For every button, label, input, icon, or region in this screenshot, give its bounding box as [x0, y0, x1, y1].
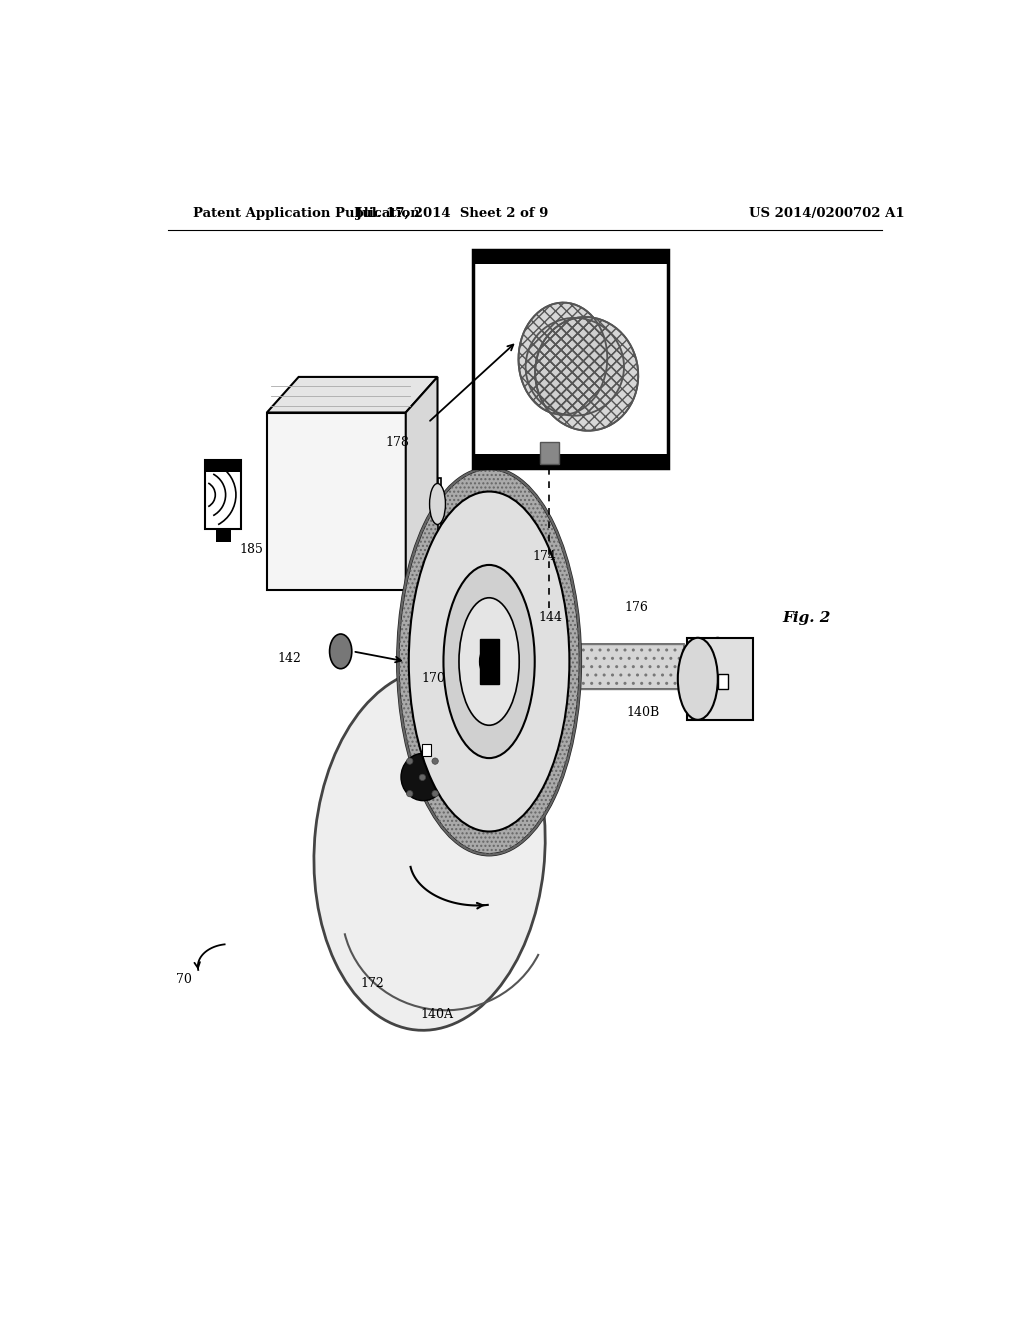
Bar: [687, 638, 754, 719]
Ellipse shape: [525, 318, 624, 416]
Text: US 2014/0200702 A1: US 2014/0200702 A1: [749, 207, 904, 220]
Bar: [718, 673, 728, 689]
Bar: [540, 442, 559, 465]
Text: 142: 142: [278, 652, 301, 665]
Ellipse shape: [407, 758, 413, 764]
Ellipse shape: [536, 317, 638, 430]
Text: 178: 178: [386, 437, 410, 450]
Ellipse shape: [407, 791, 413, 797]
Bar: [581, 644, 684, 689]
Bar: [479, 639, 499, 684]
Ellipse shape: [409, 491, 569, 832]
Ellipse shape: [678, 638, 718, 719]
Bar: [473, 454, 668, 469]
Text: 140A: 140A: [420, 1007, 453, 1020]
Text: 185: 185: [240, 544, 263, 556]
Text: Jul. 17, 2014  Sheet 2 of 9: Jul. 17, 2014 Sheet 2 of 9: [355, 207, 548, 220]
Ellipse shape: [479, 645, 499, 677]
Bar: [581, 644, 684, 689]
Ellipse shape: [430, 483, 445, 524]
Ellipse shape: [432, 791, 438, 797]
Bar: [205, 461, 242, 473]
Text: Patent Application Publication: Patent Application Publication: [194, 207, 420, 220]
Bar: [216, 529, 230, 541]
Polygon shape: [406, 378, 437, 590]
Ellipse shape: [330, 634, 352, 669]
Text: 174: 174: [532, 550, 557, 564]
Ellipse shape: [397, 469, 581, 854]
Bar: [267, 413, 406, 590]
Text: 144: 144: [539, 611, 562, 624]
Ellipse shape: [419, 775, 426, 780]
Bar: [205, 461, 242, 529]
Bar: [422, 744, 431, 756]
Polygon shape: [267, 378, 437, 412]
Ellipse shape: [518, 302, 607, 414]
Bar: [473, 249, 668, 469]
Text: 172: 172: [360, 977, 384, 990]
Text: 140B: 140B: [627, 706, 659, 719]
Text: 176: 176: [625, 601, 648, 614]
Text: 170: 170: [422, 672, 445, 685]
Ellipse shape: [432, 758, 438, 764]
Ellipse shape: [314, 669, 545, 1031]
Text: Fig. 2: Fig. 2: [782, 611, 831, 624]
Ellipse shape: [459, 598, 519, 725]
Bar: [473, 249, 668, 264]
Bar: [437, 478, 441, 531]
Ellipse shape: [401, 754, 445, 801]
Ellipse shape: [702, 638, 733, 719]
Text: 70: 70: [176, 973, 191, 986]
Ellipse shape: [443, 565, 535, 758]
Text: 188: 188: [574, 457, 599, 470]
